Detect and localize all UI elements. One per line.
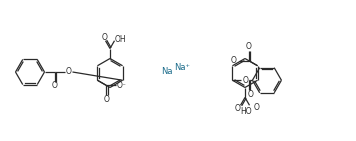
Text: O: O bbox=[253, 103, 260, 112]
Text: O: O bbox=[235, 104, 240, 113]
Text: O: O bbox=[246, 42, 252, 51]
Text: O: O bbox=[66, 68, 72, 77]
Text: OH: OH bbox=[115, 35, 126, 44]
Text: O⁻: O⁻ bbox=[117, 81, 126, 90]
Text: O: O bbox=[242, 76, 248, 85]
Text: Na: Na bbox=[161, 67, 173, 75]
Text: O: O bbox=[102, 33, 108, 42]
Text: O: O bbox=[247, 90, 253, 99]
Text: O: O bbox=[231, 56, 237, 65]
Text: Na⁺: Na⁺ bbox=[174, 63, 190, 72]
Text: HO: HO bbox=[241, 107, 252, 116]
Text: O: O bbox=[52, 81, 57, 91]
Text: O: O bbox=[103, 95, 109, 104]
